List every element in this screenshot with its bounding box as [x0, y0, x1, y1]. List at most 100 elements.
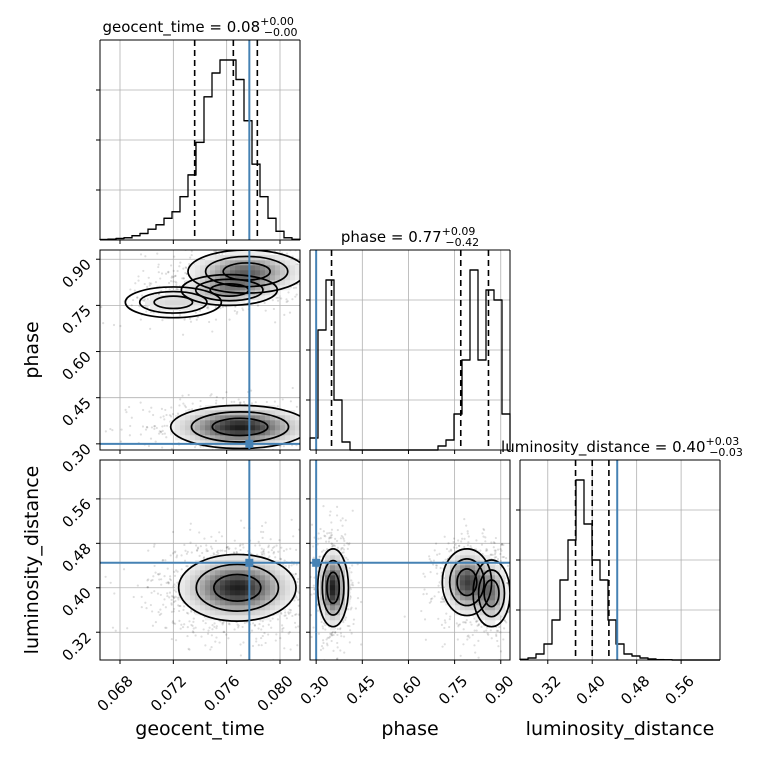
density-cell: [235, 295, 241, 301]
sample-point: [233, 539, 236, 542]
density-cell: [225, 595, 231, 601]
sample-point: [205, 550, 208, 553]
sample-point: [169, 579, 172, 582]
sample-point: [460, 532, 463, 535]
density-cell: [255, 435, 261, 441]
sample-point: [302, 594, 304, 596]
density-cell: [280, 275, 286, 281]
sample-point: [324, 628, 327, 631]
density-cell: [230, 590, 236, 596]
density-cell: [225, 275, 231, 281]
sample-point: [340, 635, 343, 638]
sample-point: [131, 298, 135, 302]
density-cell: [280, 280, 286, 286]
density-cell: [215, 255, 221, 261]
density-cell: [270, 265, 276, 271]
density-cell: [270, 590, 276, 596]
sample-point: [141, 425, 145, 428]
sample-point: [184, 549, 187, 552]
sample-point: [305, 424, 307, 426]
sample-point: [262, 548, 265, 551]
sample-point: [448, 618, 451, 621]
density-cell: [240, 255, 246, 261]
sample-point: [258, 622, 261, 626]
density-cell: [220, 420, 226, 426]
density-cell: [230, 595, 236, 601]
sample-point: [312, 252, 314, 254]
sample-point: [437, 591, 440, 594]
density-cell: [180, 430, 186, 436]
sample-point: [238, 544, 242, 547]
sample-point: [301, 433, 303, 435]
density-cell: [270, 270, 276, 276]
sample-point: [258, 544, 261, 547]
sample-point: [439, 600, 443, 604]
sample-point: [150, 406, 153, 409]
sample-point: [475, 620, 478, 623]
sample-point: [502, 543, 505, 547]
sample-point: [166, 594, 169, 598]
sample-point: [188, 262, 191, 266]
sample-point: [445, 612, 448, 615]
sample-point: [303, 561, 305, 563]
density-cell: [220, 435, 226, 441]
sample-point: [496, 557, 500, 561]
sample-point: [340, 547, 343, 550]
density-cell: [255, 285, 261, 291]
density-cell: [230, 585, 236, 591]
sample-point: [241, 543, 245, 546]
panel-inner: [100, 244, 314, 458]
sample-point: [262, 549, 265, 553]
sample-point: [297, 590, 300, 593]
sample-point: [344, 519, 347, 522]
sample-point: [164, 606, 167, 609]
sample-point: [241, 456, 243, 458]
sample-point: [289, 609, 293, 612]
density-cell: [205, 420, 211, 426]
density-cell: [220, 275, 226, 281]
density-cell: [285, 585, 291, 591]
sample-point: [147, 549, 150, 552]
density-cell: [225, 575, 231, 581]
sample-point: [320, 550, 324, 553]
sample-point: [452, 546, 456, 549]
sample-point: [511, 605, 513, 607]
sample-point: [293, 244, 295, 246]
sample-point: [146, 305, 149, 309]
density-cell: [290, 430, 296, 436]
sample-point: [170, 603, 173, 606]
density-cell: [275, 595, 281, 601]
hist-panel-luminosity_distance: [516, 459, 721, 664]
density-cell: [235, 565, 241, 571]
sample-point: [170, 610, 173, 614]
sample-point: [307, 591, 309, 593]
sample-point: [182, 608, 185, 612]
contour-line: [169, 404, 300, 450]
density-cell: [215, 295, 221, 301]
sample-point: [500, 543, 503, 546]
sample-point: [142, 269, 145, 273]
density-cell: [275, 280, 281, 286]
density-cell: [270, 410, 276, 416]
density-cell: [205, 585, 211, 591]
sample-point: [183, 623, 186, 626]
sample-point: [158, 613, 161, 616]
sample-point: [339, 519, 342, 522]
sample-point: [274, 639, 277, 642]
sample-point: [515, 551, 517, 553]
sample-point: [157, 432, 161, 435]
density-cell: [240, 425, 246, 431]
sample-point: [204, 644, 207, 647]
sample-point: [168, 288, 171, 291]
density-cell: [240, 605, 246, 611]
sample-point: [185, 552, 189, 555]
sample-point: [325, 540, 328, 543]
sample-point: [208, 626, 211, 629]
sample-point: [283, 614, 286, 617]
density-cell: [190, 585, 196, 591]
sample-point: [160, 272, 164, 275]
density-cell: [220, 605, 226, 611]
density-cell: [210, 265, 216, 271]
density-cell: [190, 280, 196, 286]
sample-point: [300, 282, 302, 284]
